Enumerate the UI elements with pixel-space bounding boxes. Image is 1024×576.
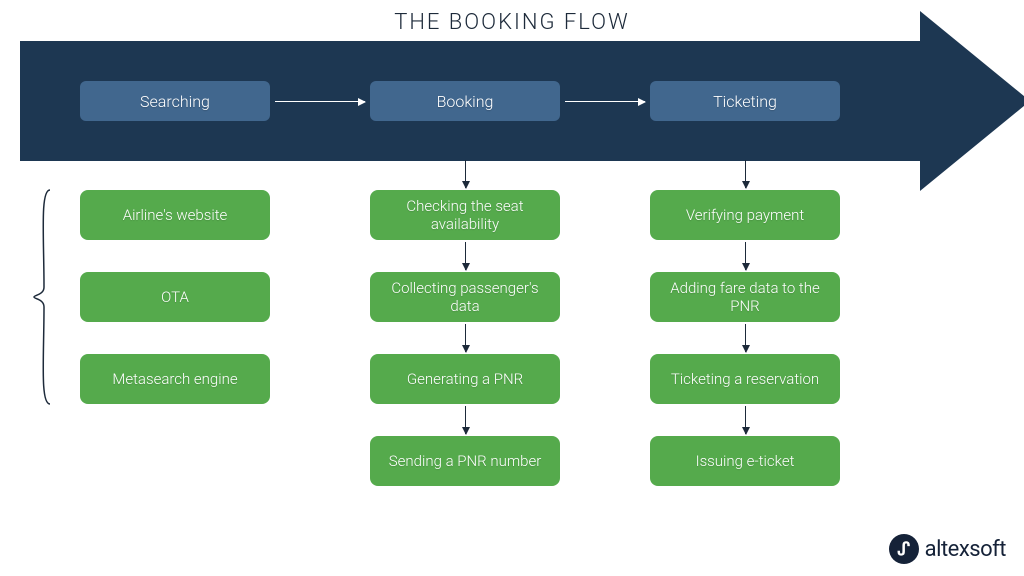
logo-mark-icon: ᔑ bbox=[889, 534, 919, 564]
step-collect-data: Collecting passenger's data bbox=[370, 272, 560, 322]
step-verify-payment: Verifying payment bbox=[650, 190, 840, 240]
stage-ticketing: Ticketing bbox=[650, 81, 840, 121]
connector bbox=[465, 160, 466, 188]
connector bbox=[465, 406, 466, 434]
step-ticketing-res: Ticketing a reservation bbox=[650, 354, 840, 404]
stage-searching: Searching bbox=[80, 81, 270, 121]
step-add-fare: Adding fare data to the PNR bbox=[650, 272, 840, 322]
brace-icon bbox=[32, 188, 52, 406]
step-send-pnr: Sending a PNR number bbox=[370, 436, 560, 486]
step-check-seat: Checking the seat availability bbox=[370, 190, 560, 240]
brand-logo: ᔑ altexsoft bbox=[889, 534, 1006, 564]
step-issue-eticket: Issuing e-ticket bbox=[650, 436, 840, 486]
step-ota: OTA bbox=[80, 272, 270, 322]
stage-arrow-1 bbox=[275, 101, 365, 102]
step-metasearch: Metasearch engine bbox=[80, 354, 270, 404]
connector bbox=[465, 242, 466, 270]
logo-text: altexsoft bbox=[925, 537, 1006, 562]
stage-arrow-2 bbox=[565, 101, 645, 102]
main-arrow: Searching Booking Ticketing bbox=[20, 41, 1024, 161]
step-generate-pnr: Generating a PNR bbox=[370, 354, 560, 404]
step-airline-website: Airline's website bbox=[80, 190, 270, 240]
connector bbox=[745, 160, 746, 188]
connector bbox=[745, 324, 746, 352]
arrow-head-icon bbox=[920, 11, 1024, 191]
connector bbox=[465, 324, 466, 352]
connector bbox=[745, 406, 746, 434]
connector bbox=[745, 242, 746, 270]
page-title: THE BOOKING FLOW bbox=[0, 0, 1024, 41]
stage-booking: Booking bbox=[370, 81, 560, 121]
